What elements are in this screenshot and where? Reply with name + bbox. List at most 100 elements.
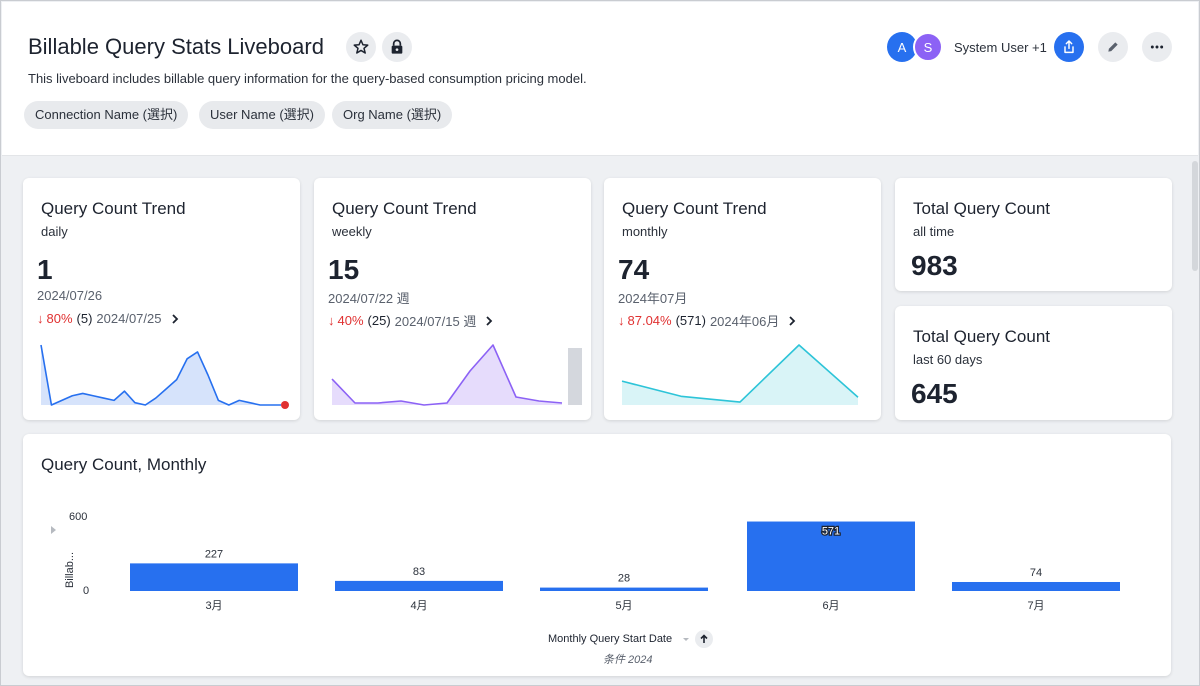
data-label: 83 xyxy=(413,566,425,578)
compare-date: 2024/07/25 xyxy=(96,311,162,326)
y-tick-0: 0 xyxy=(83,585,90,597)
card-subtitle: daily xyxy=(41,224,68,239)
sparkline-line xyxy=(40,344,281,406)
star-icon xyxy=(353,39,369,54)
change-count: (5) xyxy=(76,311,93,326)
share-icon xyxy=(1064,40,1074,54)
sparkline-area xyxy=(41,345,281,405)
kpi-date: 2024/07/26 xyxy=(37,288,103,303)
lock-button[interactable] xyxy=(382,32,412,62)
liveboard-header: Billable Query Stats Liveboard This live… xyxy=(2,2,1198,156)
favorite-button[interactable] xyxy=(346,32,376,62)
card-title: Query Count Trend xyxy=(332,199,477,218)
x-tick-label: 4月 xyxy=(410,600,427,612)
lock-icon xyxy=(391,39,403,54)
data-label: 28 xyxy=(618,573,630,585)
sparkline-line xyxy=(331,344,563,406)
kpi-date: 2024/07/22 週 xyxy=(328,291,410,306)
y-axis-label[interactable]: Billab... xyxy=(64,551,76,589)
card-title: Total Query Count xyxy=(913,327,1051,346)
sparkline-area xyxy=(622,345,858,405)
kpi-card-monthly[interactable]: Query Count Trend monthly 74 2024年07月 ↓ … xyxy=(604,178,881,420)
chevron-right-icon[interactable] xyxy=(787,315,797,326)
kpi-date: 2024年07月 xyxy=(618,291,688,306)
change-count: (25) xyxy=(367,313,391,328)
down-arrow-icon: ↓ xyxy=(328,313,335,328)
chart-title: Query Count, Monthly xyxy=(41,455,207,474)
filter-chip-user[interactable]: User Name (選択) xyxy=(199,101,326,129)
kpi-value: 1 xyxy=(37,254,53,285)
total-card-all-time[interactable]: Total Query Count all time 983 xyxy=(895,178,1172,291)
x-tick-label: 5月 xyxy=(615,600,632,612)
change-percent: 80% xyxy=(46,311,73,326)
chevron-right-icon[interactable] xyxy=(170,313,180,324)
change-percent: 40% xyxy=(337,313,364,328)
x-axis-label[interactable]: Monthly Query Start Date xyxy=(548,633,673,645)
card-title: Query Count Trend xyxy=(622,199,767,218)
total-value: 645 xyxy=(911,378,958,409)
share-button[interactable] xyxy=(1054,32,1084,62)
change-count: (571) xyxy=(675,313,706,328)
scrollbar[interactable] xyxy=(1192,161,1198,271)
filter-note: 条件 2024 xyxy=(603,654,653,666)
avatar-a[interactable]: A xyxy=(887,32,917,62)
avatar-s[interactable]: S xyxy=(913,32,943,62)
filter-chip-connection[interactable]: Connection Name (選択) xyxy=(24,101,189,129)
arrow-up-icon xyxy=(700,634,708,643)
kpi-change: ↓ 80% (5) 2024/07/25 xyxy=(37,311,180,326)
filter-chip-org[interactable]: Org Name (選択) xyxy=(332,101,453,129)
data-label: 227 xyxy=(205,548,223,560)
caret-right-icon[interactable] xyxy=(49,525,59,535)
kpi-card-weekly[interactable]: Query Count Trend weekly 15 2024/07/22 週… xyxy=(314,178,591,420)
more-icon xyxy=(1150,45,1164,49)
x-tick-label: 6月 xyxy=(822,600,839,612)
sparkline-last-point xyxy=(281,401,289,409)
total-card-last-60-days[interactable]: Total Query Count last 60 days 645 xyxy=(895,306,1172,420)
shared-users-label[interactable]: System User +1 xyxy=(954,40,1047,55)
total-value: 983 xyxy=(911,250,958,281)
edit-icon xyxy=(1108,42,1118,52)
card-title: Query Count Trend xyxy=(41,199,186,218)
sort-ascending-button[interactable] xyxy=(695,630,713,648)
card-subtitle: weekly xyxy=(332,224,372,239)
sparkline-line xyxy=(621,344,859,403)
bar-7月 xyxy=(952,581,1120,591)
bar-4月 xyxy=(335,580,503,591)
chevron-down-icon[interactable] xyxy=(681,635,691,645)
bar-5月 xyxy=(540,587,708,591)
card-subtitle: last 60 days xyxy=(913,352,983,367)
data-label: 571 xyxy=(822,526,840,538)
compare-date: 2024/07/15 週 xyxy=(394,314,477,329)
kpi-value: 15 xyxy=(328,254,360,285)
card-subtitle: monthly xyxy=(622,224,668,239)
more-options-button[interactable] xyxy=(1142,32,1172,62)
kpi-card-daily[interactable]: Query Count Trend daily 1 2024/07/26 ↓ 8… xyxy=(23,178,300,420)
y-tick-600: 600 xyxy=(69,511,88,523)
card-title: Total Query Count xyxy=(913,199,1051,218)
card-subtitle: all time xyxy=(913,224,955,239)
sparkline-weekly xyxy=(331,344,582,406)
sparkline-monthly xyxy=(621,344,859,405)
down-arrow-icon: ↓ xyxy=(37,311,44,326)
kpi-change: ↓ 40% (25) 2024/07/15 週 xyxy=(328,311,494,330)
kpi-change: ↓ 87.04% (571) 2024年06月 xyxy=(618,311,797,330)
kpi-value: 74 xyxy=(618,254,650,285)
compare-date: 2024年06月 xyxy=(709,314,780,329)
liveboard-description: This liveboard includes billable query i… xyxy=(28,71,587,86)
bar-3月 xyxy=(130,563,298,591)
down-arrow-icon: ↓ xyxy=(618,313,625,328)
edit-button[interactable] xyxy=(1098,32,1128,62)
bar-chart: 227 3月 83 4月 28 5月 571 6月 74 7月 xyxy=(130,521,1120,612)
sparkline-current-bar xyxy=(568,348,582,405)
bar-6月 xyxy=(747,521,915,591)
x-tick-label: 7月 xyxy=(1027,600,1044,612)
sparkline-daily xyxy=(40,344,289,409)
data-label: 74 xyxy=(1030,567,1042,579)
page-title: Billable Query Stats Liveboard xyxy=(28,34,324,59)
x-tick-label: 3月 xyxy=(205,600,222,612)
change-percent: 87.04% xyxy=(627,313,672,328)
sparkline-area xyxy=(332,345,562,405)
monthly-chart-card[interactable]: Query Count, Monthly Billab... 600 0 227… xyxy=(23,434,1171,676)
chevron-right-icon[interactable] xyxy=(484,315,494,326)
